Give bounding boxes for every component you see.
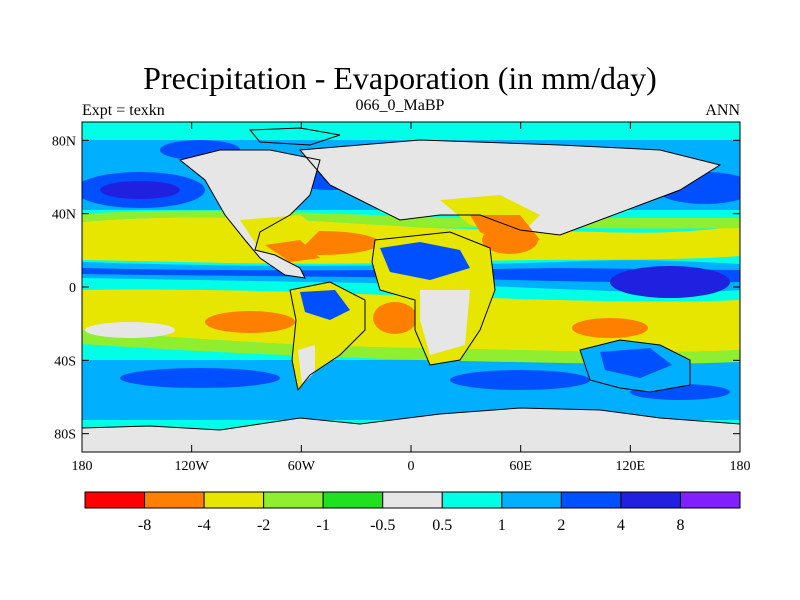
x-tick-label: 60E bbox=[509, 459, 532, 474]
experiment-label: Expt = texkn bbox=[82, 102, 165, 119]
y-tick-label: 40S bbox=[54, 354, 76, 369]
colorbar-box bbox=[263, 491, 324, 509]
plot-subtitle: 066_0_MaBP bbox=[355, 97, 445, 114]
colorbar-label: -0.5 bbox=[370, 517, 395, 534]
field-north-america-orange bbox=[265, 240, 320, 262]
colorbar-box bbox=[203, 491, 265, 509]
colorbar-label: -4 bbox=[197, 517, 210, 534]
x-tick-label: 0 bbox=[408, 459, 415, 474]
field-layer bbox=[82, 122, 740, 452]
y-tick-label: 80N bbox=[52, 134, 76, 149]
colorbar-box bbox=[84, 491, 146, 509]
coastline-south-america bbox=[289, 281, 366, 392]
colorbar: -8 -4 -2 -1 -0.5 0.5 1 2 4 8 bbox=[84, 491, 741, 534]
field-middle-east-orange bbox=[470, 215, 540, 248]
coastlines bbox=[82, 127, 740, 431]
colorbar-box bbox=[322, 491, 384, 509]
colorbar-label: -8 bbox=[138, 517, 151, 534]
colorbar-box bbox=[560, 491, 622, 509]
field-southern-ocean-blue-1 bbox=[120, 368, 280, 388]
field-south-atlantic-orange bbox=[373, 302, 417, 334]
colorbar-box bbox=[501, 491, 562, 509]
colorbar-box bbox=[441, 491, 503, 509]
y-tick-label: 0 bbox=[69, 281, 76, 296]
colorbar-label: -1 bbox=[317, 517, 330, 534]
field-maritime-continent-dark bbox=[610, 266, 730, 298]
coastline-africa bbox=[371, 231, 496, 366]
field-south-pacific-neutral bbox=[85, 322, 175, 338]
colorbar-label: 8 bbox=[676, 517, 684, 534]
x-tick-label: 120E bbox=[616, 459, 646, 474]
season-label: ANN bbox=[705, 102, 740, 119]
field-north-america-neutral bbox=[180, 150, 320, 278]
axes: 80N 40N 0 40S 80S 180 120W 60W 0 60E 120E 180 bbox=[52, 122, 751, 474]
field-antarctica-neutral bbox=[82, 408, 740, 452]
y-tick-label: 80S bbox=[54, 428, 76, 443]
coastline-eurasia bbox=[298, 139, 722, 236]
plot-title: Precipitation - Evaporation (in mm/day) bbox=[143, 60, 657, 96]
colorbar-label: 1 bbox=[498, 517, 506, 534]
colorbar-label: 2 bbox=[557, 517, 565, 534]
x-tick-label: 60W bbox=[288, 459, 316, 474]
colorbar-box bbox=[679, 491, 741, 509]
x-tick-label: 120W bbox=[175, 459, 210, 474]
x-tick-label: 180 bbox=[730, 459, 751, 474]
x-tick-label: 180 bbox=[72, 459, 93, 474]
colorbar-box bbox=[144, 491, 205, 509]
field-south-subtropics-green bbox=[82, 330, 740, 364]
coastline-australia bbox=[579, 339, 691, 393]
colorbar-label: 0.5 bbox=[432, 517, 452, 534]
colorbar-box bbox=[382, 491, 443, 509]
field-amazon-blue bbox=[300, 290, 350, 320]
field-australia-blue bbox=[600, 348, 672, 378]
y-tick-label: 40N bbox=[52, 208, 76, 223]
field-central-africa-blue bbox=[380, 242, 470, 280]
coastline-antarctica bbox=[82, 407, 740, 431]
colorbar-box bbox=[620, 491, 681, 509]
colorbar-label: 4 bbox=[617, 517, 625, 534]
coastline-greenland bbox=[248, 127, 341, 146]
colorbar-label: -2 bbox=[257, 517, 270, 534]
coastline-north-america bbox=[178, 149, 321, 279]
field-south-pacific-orange bbox=[205, 311, 295, 333]
field-indian-ocean-orange bbox=[572, 318, 648, 338]
field-eurasia-neutral bbox=[300, 140, 720, 235]
field-north-pacific-dark bbox=[100, 181, 180, 199]
field-southern-ocean-blue-2 bbox=[450, 370, 590, 390]
field-south-africa-neutral bbox=[420, 290, 470, 355]
